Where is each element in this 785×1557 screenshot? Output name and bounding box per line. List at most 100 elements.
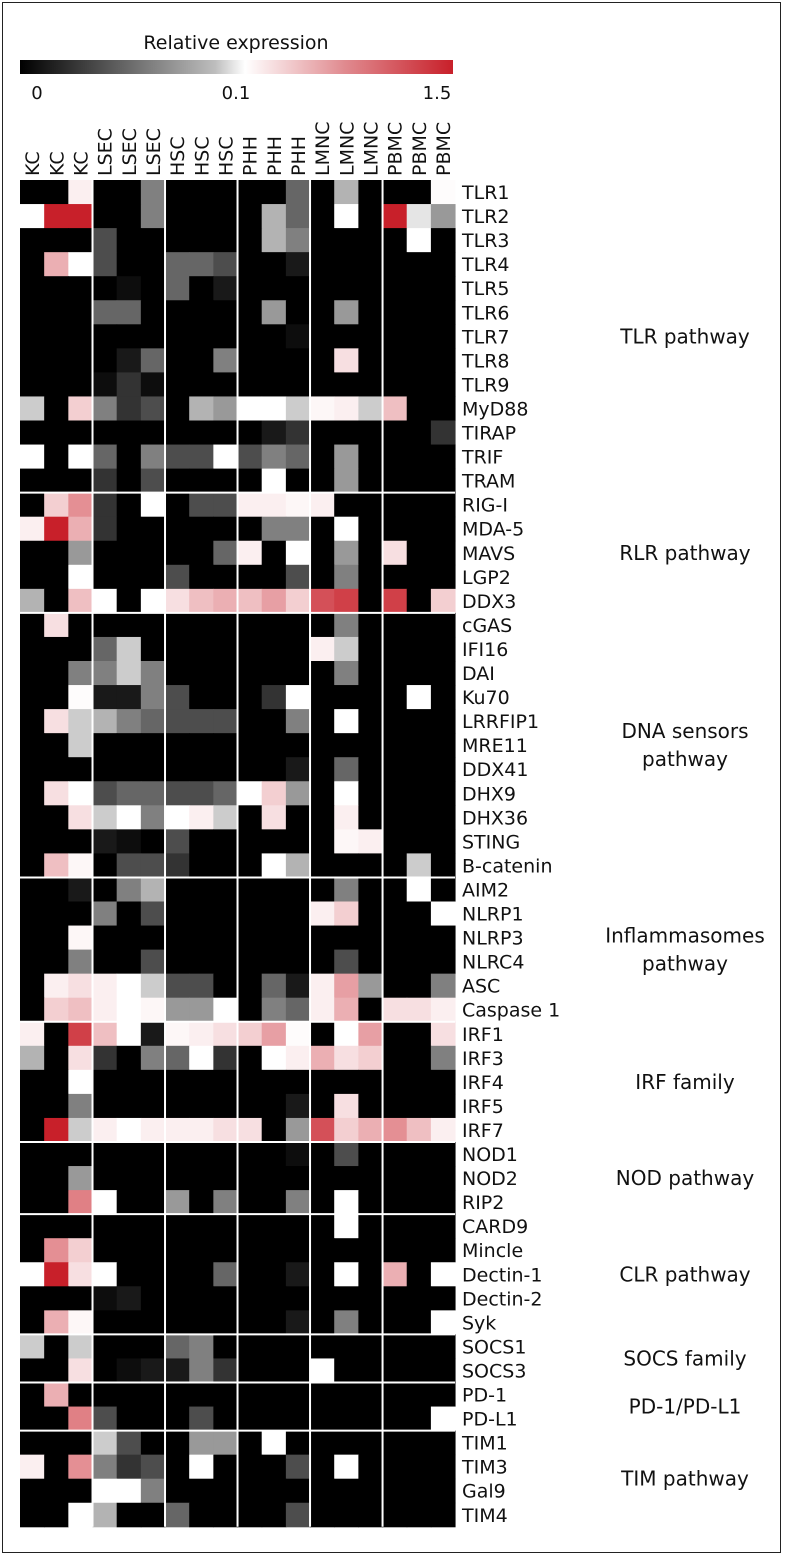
heatmap-cell xyxy=(92,1334,118,1359)
heatmap-cell xyxy=(430,1358,456,1383)
heatmap-cell xyxy=(68,1310,94,1335)
heatmap-cell xyxy=(44,1238,69,1263)
heatmap-cell xyxy=(406,1142,432,1167)
heatmap-cell xyxy=(382,925,408,951)
pathway-label: RLR pathway xyxy=(619,541,750,565)
heatmap-cell xyxy=(285,444,311,470)
row-label: SOCS1 xyxy=(462,1336,526,1358)
heatmap-cell xyxy=(213,1190,239,1215)
row-label: NLRP1 xyxy=(462,904,524,926)
heatmap-cell xyxy=(213,540,239,566)
heatmap-cell xyxy=(334,348,359,373)
heatmap-cell xyxy=(116,252,142,277)
heatmap-cell xyxy=(140,1478,166,1504)
heatmap-cell xyxy=(189,348,214,373)
heatmap-cell xyxy=(44,396,69,421)
heatmap-cell xyxy=(310,276,335,301)
heatmap-cell xyxy=(310,228,335,253)
heatmap-cell xyxy=(261,492,287,518)
heatmap-cell xyxy=(44,805,69,830)
heatmap-cell xyxy=(189,1334,214,1359)
heatmap-cell xyxy=(430,180,456,205)
heatmap-cell xyxy=(382,805,408,830)
heatmap-cell xyxy=(285,1069,311,1095)
heatmap-cell xyxy=(406,901,432,927)
heatmap-cell xyxy=(237,757,263,782)
heatmap-cell xyxy=(430,709,456,734)
heatmap-cell xyxy=(44,276,69,301)
heatmap-cell xyxy=(20,949,45,975)
heatmap-cell xyxy=(430,733,456,758)
heatmap-cell xyxy=(68,733,94,758)
heatmap-cell xyxy=(310,805,335,830)
heatmap-cell xyxy=(358,1478,384,1504)
colorbar-tick-label: 1.5 xyxy=(423,83,452,104)
heatmap-cell xyxy=(310,396,335,421)
heatmap-cell xyxy=(44,1286,69,1311)
heatmap-cell xyxy=(382,1093,408,1119)
heatmap-cell xyxy=(285,1262,311,1287)
heatmap-cell xyxy=(68,1045,94,1071)
heatmap-cell xyxy=(44,1310,69,1335)
heatmap-cell xyxy=(213,925,239,951)
column-label: LMNC xyxy=(312,122,334,176)
heatmap-cell xyxy=(406,1262,432,1287)
heatmap-cell xyxy=(68,300,94,325)
heatmap-cell xyxy=(165,1502,190,1528)
heatmap-cell xyxy=(285,300,311,325)
heatmap-cell xyxy=(44,468,69,494)
heatmap-cell xyxy=(20,204,45,229)
heatmap-cell xyxy=(44,1045,69,1071)
heatmap-cell xyxy=(213,1286,239,1311)
heatmap-cell xyxy=(213,252,239,277)
heatmap-cell xyxy=(406,805,432,830)
heatmap-cell xyxy=(261,1021,287,1047)
heatmap-cell xyxy=(20,1190,45,1215)
heatmap-cell xyxy=(430,757,456,782)
heatmap-cell xyxy=(237,997,263,1023)
heatmap-cell xyxy=(261,444,287,470)
heatmap-cell xyxy=(406,1502,432,1528)
heatmap-cell xyxy=(140,564,166,590)
heatmap-cell xyxy=(334,1358,359,1383)
heatmap-cell xyxy=(237,1310,263,1335)
heatmap-cell xyxy=(213,781,239,806)
heatmap-cell xyxy=(237,1406,263,1432)
heatmap-cell xyxy=(44,588,69,614)
heatmap-cell xyxy=(20,1142,45,1167)
pathway-label: IRF family xyxy=(635,1070,735,1094)
heatmap-cell xyxy=(285,757,311,782)
heatmap-cell xyxy=(140,252,166,277)
heatmap-cell xyxy=(310,949,335,975)
heatmap-cell xyxy=(140,228,166,253)
heatmap-cell xyxy=(237,1093,263,1119)
heatmap-cell xyxy=(334,1262,359,1287)
heatmap-cell xyxy=(116,1117,142,1143)
heatmap-cell xyxy=(358,1142,384,1167)
heatmap-cell xyxy=(68,1406,94,1432)
heatmap-cell xyxy=(189,516,214,542)
heatmap-cell xyxy=(165,228,190,253)
heatmap-cell xyxy=(310,973,335,999)
heatmap-cell xyxy=(406,372,432,397)
heatmap-cell xyxy=(237,1190,263,1215)
heatmap-cell xyxy=(189,588,214,614)
heatmap-cell xyxy=(140,612,166,638)
heatmap-cell xyxy=(285,1142,311,1167)
heatmap-cell xyxy=(44,420,69,446)
heatmap-cell xyxy=(285,636,311,662)
heatmap-cell xyxy=(358,1358,384,1383)
heatmap-cell xyxy=(20,1045,45,1071)
heatmap-cell xyxy=(140,1334,166,1359)
heatmap-cell xyxy=(334,1021,359,1047)
heatmap-cell xyxy=(92,709,118,734)
heatmap-cell xyxy=(237,1166,263,1191)
heatmap-cell xyxy=(406,420,432,446)
heatmap-cell xyxy=(68,685,94,710)
heatmap-cell xyxy=(116,1430,142,1456)
heatmap-cell xyxy=(68,709,94,734)
row-label: TRAM xyxy=(461,471,515,493)
heatmap-cell xyxy=(213,829,239,854)
heatmap-cell xyxy=(116,661,142,686)
heatmap-cell xyxy=(68,973,94,999)
